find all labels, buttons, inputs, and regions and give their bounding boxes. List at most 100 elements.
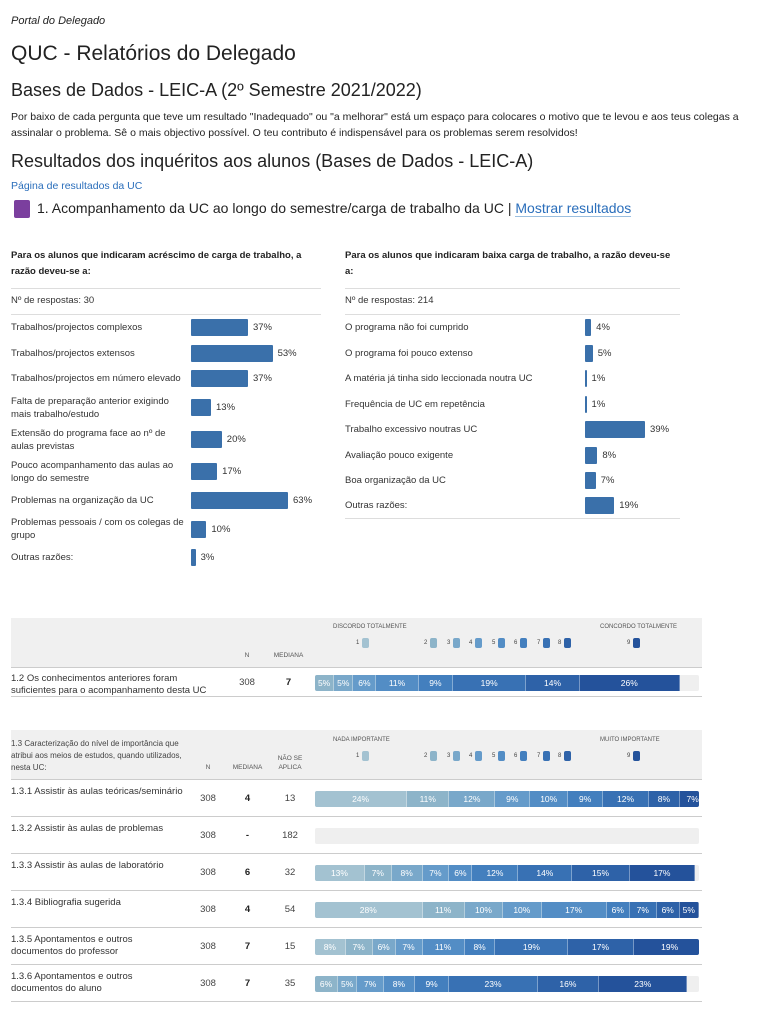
bar-segment: 7% [679,790,699,807]
row-label: 1.3.2 Assistir às aulas de problemas [11,823,164,834]
reason-label: Problemas pessoais / com os colegas de g… [11,517,184,541]
level-swatch [430,751,438,761]
segment-label: 13% [330,867,348,878]
segment-label: 8% [323,941,336,952]
bar-segment: 23% [599,975,688,992]
bar-segment: 17% [568,938,634,955]
value-label: 1% [591,373,606,385]
reason-row: Problemas pessoais / com os colegas de g… [11,513,321,545]
scale-level: 4 [469,638,483,648]
row-label: 1.2 Os conhecimentos anteriores foram su… [11,673,207,696]
level-number: 2 [424,753,428,759]
row-label: 1.3.3 Assistir às aulas de laboratório [11,860,164,871]
bar-segment: 10% [503,901,542,918]
bar-segment: 12% [472,864,519,881]
bar-segment: 6% [372,938,396,955]
bar-segment: 9% [414,975,450,992]
segment-label: 12% [486,867,504,878]
scale-low: DISCORDO TOTALMENTE [333,624,407,630]
bar-segment: 13% [315,864,365,881]
intro: Por baixo de cada pergunta que teve um r… [11,111,739,139]
row-na: 13 [284,793,296,804]
bar [585,497,615,515]
separator: | [507,200,512,216]
segment-label: 9% [506,793,519,804]
segment-label: 6% [377,941,390,952]
scale-level: 8 [558,751,572,761]
bar-segment: 9% [568,790,603,807]
row-divider [11,1001,702,1002]
bar-segment: 6% [656,901,680,918]
level-swatch [362,751,370,761]
level-swatch [520,638,528,648]
segment-label: 6% [611,904,624,915]
value-label: 10% [211,523,231,535]
segment-label: 5% [317,677,331,688]
segment-label: 7% [636,904,649,915]
segment-label: 5% [340,978,354,989]
level-swatch [498,751,506,761]
bar-segment: 19% [633,938,699,955]
bar [191,431,222,448]
row-n: 308 [200,793,216,804]
reason-label: Outras razões: [11,552,74,564]
level-swatch [633,638,641,648]
segment-label: 17% [653,867,671,878]
reason-label: A matéria já tinha sido leccionada noutr… [345,373,533,385]
bar [191,491,289,509]
scale-level: 9 [627,751,641,761]
bar-segment: 6% [606,901,630,918]
value-label: 37% [252,322,272,334]
bar-segment: 15% [572,864,630,881]
bar-segment: 8% [315,938,346,955]
bar [585,395,587,413]
segment-label: 5% [682,904,695,915]
bar [585,421,646,439]
row-median: 7 [244,978,251,989]
scale-high: CONCORDO TOTALMENTE [600,624,678,630]
value-label: 4% [596,322,610,334]
scale-level: 4 [469,751,483,761]
bar-segment: 5% [334,674,354,691]
segment-label: 11% [419,793,436,804]
level-number: 7 [537,753,541,759]
row-n: 308 [239,677,255,688]
segment-label: 8% [473,941,486,952]
row-divider [11,696,702,697]
reason-row: Boa organização da UC 7% [345,468,680,494]
segment-label: 6% [454,867,467,878]
stacked-bar: 28% 11% 10% 10% 17% 6% 7% 6% 5% [315,901,699,918]
row-divider [11,853,702,854]
reason-row: Avaliação pouco exigente 8% [345,443,680,469]
results-title: Resultados dos inquéritos aos alunos (Ba… [11,151,534,171]
bar-segment: 8% [384,975,415,992]
row-label: 1.3.1 Assistir às aulas teóricas/seminár… [11,786,183,797]
reason-row: O programa não foi cumprido 4% [345,315,680,341]
bar-segment: 12% [449,790,496,807]
level-number: 8 [558,640,562,646]
value-label: 13% [216,402,236,413]
reason-row: Frequência de UC em repetência 1% [345,392,680,418]
show-results[interactable]: Mostrar resultados [515,200,632,217]
row-na: 182 [282,830,298,841]
row-na: 54 [284,904,296,915]
segment-label: 10% [513,904,531,915]
value-label: 63% [293,494,313,506]
bar-segment: 17% [629,864,696,881]
segment-label: 8% [392,978,406,989]
level-number: 1 [356,753,360,759]
bar-segment: 10% [464,901,504,918]
bar [585,446,598,464]
subtitle: Bases de Dados - LEIC-A (2º Semestre 202… [11,80,422,100]
uc-link[interactable]: Página de resultados da UC [11,180,143,192]
bar-segment: 6% [353,674,377,691]
segment-label: 14% [536,867,554,878]
value-label: 1% [591,398,606,410]
row-median: 4 [244,793,251,804]
level-swatch [475,638,483,648]
segment-label: 17% [592,941,610,952]
level-number: 3 [447,753,451,759]
reason-row: Trabalhos/projectos em número elevado 37% [11,366,321,392]
row-divider [11,816,702,817]
segment-label: 28% [359,904,377,915]
